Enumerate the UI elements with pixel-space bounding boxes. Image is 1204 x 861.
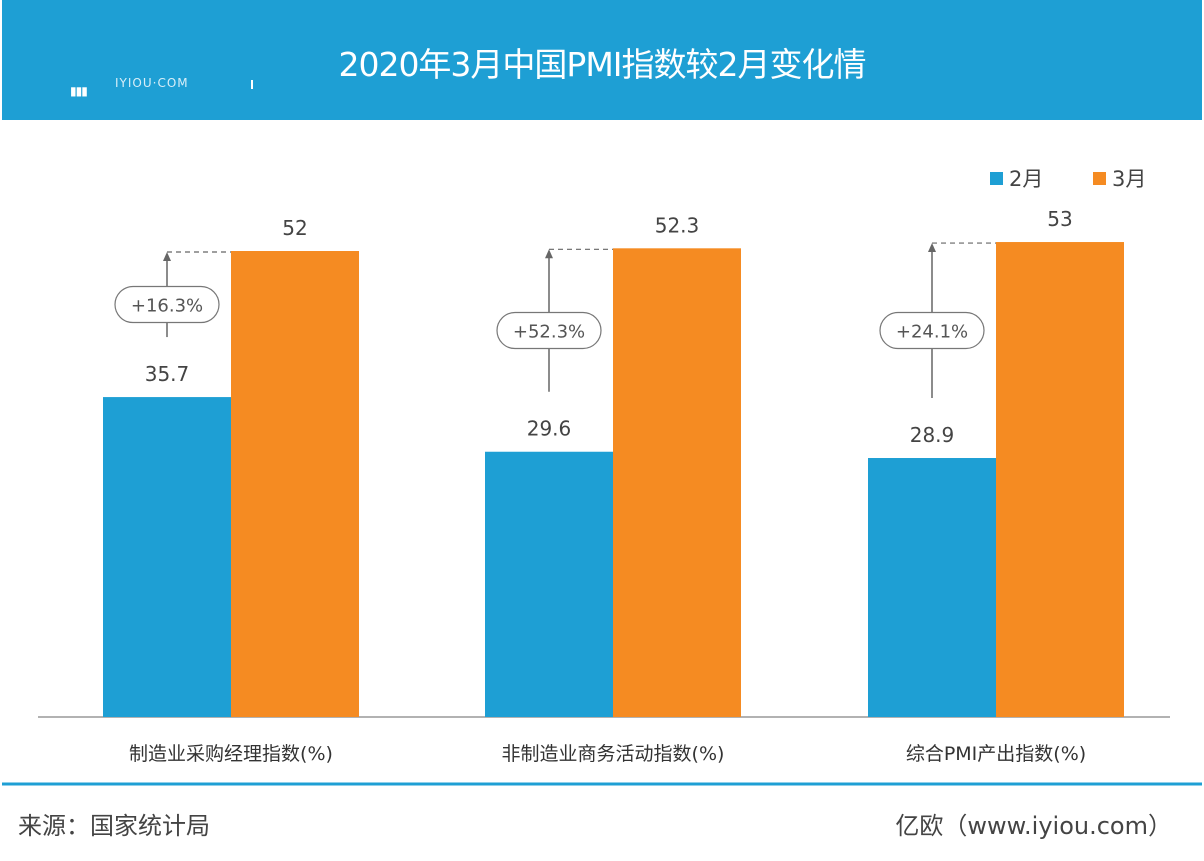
change-label: +16.3% <box>131 296 203 317</box>
legend-label: 2月 <box>1009 167 1043 191</box>
category-label: 综合PMI产出指数(%) <box>906 743 1086 765</box>
bar-feb <box>103 397 231 717</box>
category-label: 非制造业商务活动指数(%) <box>502 743 725 765</box>
legend-swatch <box>1093 172 1106 185</box>
arrow-up-icon <box>163 252 171 261</box>
data-label: 52.3 <box>655 213 700 237</box>
change-badge <box>114 285 220 324</box>
header-banner <box>2 0 1202 120</box>
legend-label: 3月 <box>1112 167 1146 191</box>
change-label: +52.3% <box>513 322 585 343</box>
site-credit: 亿欧（www.iyiou.com） <box>895 812 1172 840</box>
logo-icon: ▮▮▮ <box>70 84 88 98</box>
data-label: 35.7 <box>145 362 190 386</box>
change-label: +24.1% <box>896 322 968 343</box>
change-badge <box>496 311 602 350</box>
logo-text: IYIOU·COM <box>115 76 189 90</box>
bar-feb <box>485 451 613 717</box>
chart-title: 2020年3月中国PMI指数较2月变化情 <box>338 45 866 84</box>
category-label: 制造业采购经理指数(%) <box>129 743 333 765</box>
source-note: 来源：国家统计局 <box>18 812 210 840</box>
change-badge <box>879 311 985 350</box>
arrow-up-icon <box>928 243 936 253</box>
bar-mar <box>231 251 359 717</box>
bar-feb <box>868 458 996 717</box>
legend-swatch <box>990 172 1003 185</box>
arrow-up-icon <box>545 249 553 259</box>
data-label: 28.9 <box>910 423 955 447</box>
data-label: 52 <box>282 216 307 240</box>
data-label: 29.6 <box>527 417 572 441</box>
bar-mar <box>613 248 741 718</box>
bar-mar <box>996 242 1124 718</box>
divider <box>251 80 253 89</box>
data-label: 53 <box>1047 207 1072 231</box>
